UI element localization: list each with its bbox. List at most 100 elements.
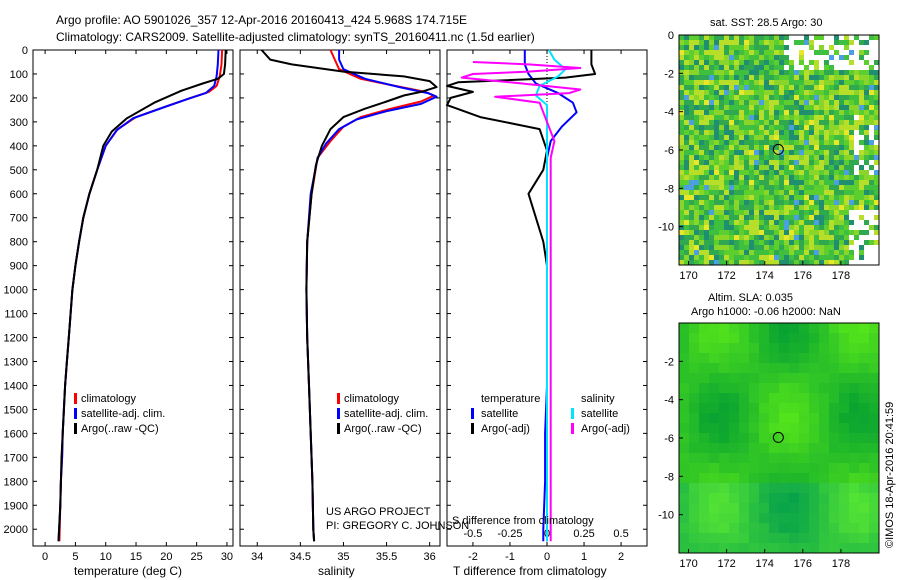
sst-cell	[689, 60, 695, 66]
sst-cell	[824, 115, 830, 121]
sst-cell	[739, 45, 745, 51]
sst-cell	[684, 110, 690, 116]
lat-tick-label: -6	[664, 145, 674, 157]
sla-cell	[719, 513, 730, 524]
sst-cell	[759, 100, 765, 106]
sst-cell	[804, 145, 810, 151]
sst-cell	[724, 95, 730, 101]
sst-cell	[869, 225, 875, 231]
sst-cell	[764, 85, 770, 91]
sst-cell	[869, 35, 875, 41]
sst-cell	[704, 120, 710, 126]
sst-cell	[754, 165, 760, 171]
sst-cell	[704, 210, 710, 216]
sst-cell	[739, 120, 745, 126]
sla-cell	[839, 503, 850, 514]
sla-cell	[819, 383, 830, 394]
sst-cell	[804, 195, 810, 201]
sst-cell	[764, 250, 770, 256]
sst-cell	[684, 60, 690, 66]
sst-cell	[794, 160, 800, 166]
sst-cell	[794, 170, 800, 176]
sst-cell	[874, 185, 880, 191]
sst-cell	[739, 170, 745, 176]
sst-cell	[864, 170, 870, 176]
sst-cell	[859, 140, 865, 146]
sst-cell	[819, 190, 825, 196]
sst-cell	[874, 135, 880, 141]
sst-cell	[849, 185, 855, 191]
sla-cell	[739, 533, 750, 544]
sst-cell	[729, 110, 735, 116]
sst-cell	[859, 240, 865, 246]
sst-cell	[694, 190, 700, 196]
sst-cell	[704, 80, 710, 86]
sst-cell	[849, 240, 855, 246]
sst-cell	[749, 145, 755, 151]
sst-cell	[839, 85, 845, 91]
sst-cell	[819, 245, 825, 251]
sst-cell	[754, 135, 760, 141]
sla-cell	[819, 363, 830, 374]
sst-cell	[729, 180, 735, 186]
sst-cell	[829, 60, 835, 66]
sst-cell	[724, 165, 730, 171]
sst-cell	[794, 235, 800, 241]
sst-cell	[844, 230, 850, 236]
sst-cell	[694, 250, 700, 256]
sst-cell	[799, 40, 805, 46]
sla-cell	[769, 353, 780, 364]
sst-cell	[714, 145, 720, 151]
sla-cell	[799, 463, 810, 474]
sst-cell	[679, 240, 685, 246]
sla-cell	[759, 543, 770, 554]
sst-cell	[689, 215, 695, 221]
sst-cell	[869, 160, 875, 166]
sst-cell	[689, 35, 695, 41]
sst-cell	[729, 75, 735, 81]
sla-cell	[789, 473, 800, 484]
sla-cell	[699, 393, 710, 404]
imos-watermark: ©IMOS 18-Apr-2016 20:41:59	[884, 402, 896, 548]
sst-cell	[844, 135, 850, 141]
sst-cell	[799, 135, 805, 141]
sst-cell	[724, 255, 730, 261]
sst-cell	[779, 60, 785, 66]
sla-cell	[739, 513, 750, 524]
sst-cell	[739, 215, 745, 221]
sst-cell	[814, 155, 820, 161]
sst-cell	[709, 160, 715, 166]
sla-cell	[819, 463, 830, 474]
sst-cell	[819, 125, 825, 131]
sst-cell	[694, 60, 700, 66]
sst-cell	[834, 240, 840, 246]
sst-cell	[709, 155, 715, 161]
sla-cell	[689, 383, 700, 394]
sst-cell	[819, 90, 825, 96]
sst-cell	[719, 200, 725, 206]
sst-cell	[719, 155, 725, 161]
sla-cell	[769, 383, 780, 394]
sst-cell	[774, 240, 780, 246]
sst-cell	[774, 245, 780, 251]
sst-cell	[719, 140, 725, 146]
sst-cell	[864, 205, 870, 211]
sst-cell	[854, 220, 860, 226]
sst-cell	[804, 80, 810, 86]
sst-cell	[774, 105, 780, 111]
sst-cell	[774, 195, 780, 201]
sst-cell	[854, 100, 860, 106]
sla-cell	[699, 333, 710, 344]
sst-cell	[869, 120, 875, 126]
sst-cell	[724, 125, 730, 131]
sla-cell	[719, 503, 730, 514]
sla-cell	[809, 543, 820, 554]
sst-cell	[699, 245, 705, 251]
sst-cell	[864, 155, 870, 161]
sst-cell	[794, 175, 800, 181]
sst-cell	[874, 170, 880, 176]
sst-cell	[684, 65, 690, 71]
sst-cell	[844, 110, 850, 116]
sst-cell	[804, 140, 810, 146]
sst-cell	[699, 150, 705, 156]
